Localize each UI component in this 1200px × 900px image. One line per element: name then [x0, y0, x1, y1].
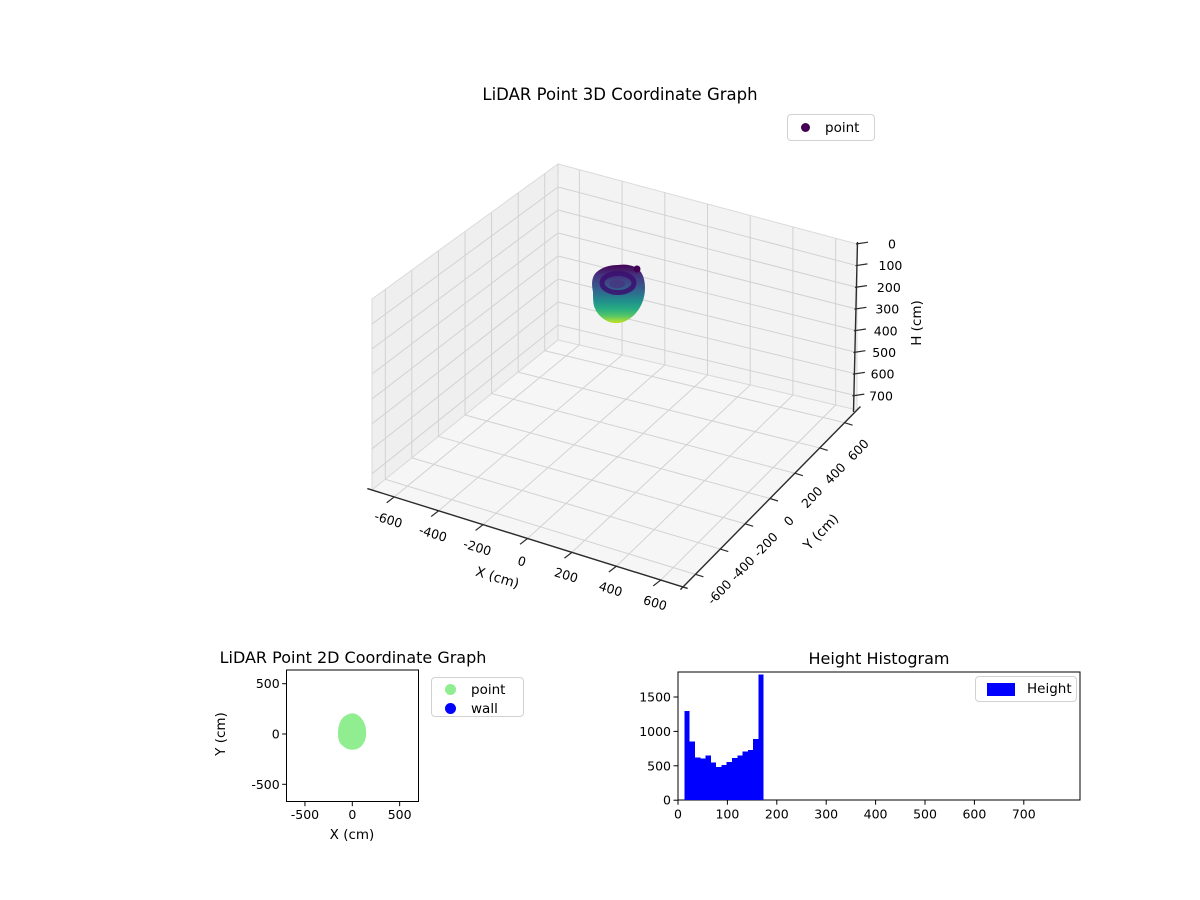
svg-text:200: 200 — [553, 564, 580, 585]
svg-text:600: 600 — [642, 592, 669, 613]
svg-text:500: 500 — [913, 807, 937, 822]
svg-text:600: 600 — [871, 367, 895, 382]
legend-entry-point: point — [788, 114, 859, 141]
plot2d-yaxis-label: Y (cm) — [213, 712, 229, 756]
plot3d-point-cloud — [592, 264, 645, 324]
svg-text:600: 600 — [962, 807, 986, 822]
svg-text:100: 100 — [879, 258, 903, 273]
svg-text:-400: -400 — [727, 553, 758, 584]
legend-label: Height — [1027, 681, 1072, 697]
svg-text:200: 200 — [798, 483, 825, 511]
plot2d-point-cloud — [338, 713, 367, 750]
histogram-title: Height Histogram — [808, 649, 950, 668]
svg-text:500: 500 — [256, 676, 280, 691]
legend-label: point — [471, 681, 506, 698]
svg-text:-400: -400 — [417, 522, 449, 545]
svg-text:200: 200 — [765, 807, 789, 822]
svg-text:300: 300 — [814, 807, 838, 822]
svg-text:300: 300 — [875, 302, 899, 317]
svg-text:-200: -200 — [750, 529, 781, 560]
plot2d-xaxis-label: X (cm) — [329, 827, 375, 843]
legend-label: wall — [471, 700, 498, 717]
plot2d-legend: point wall — [431, 677, 524, 717]
legend-label: point — [825, 119, 860, 136]
plot3d-title: LiDAR Point 3D Coordinate Graph — [482, 85, 758, 104]
svg-text:1000: 1000 — [639, 724, 671, 739]
point-marker-icon — [445, 684, 456, 695]
svg-text:0: 0 — [516, 553, 528, 570]
svg-text:0: 0 — [663, 793, 671, 808]
plot2d-title: LiDAR Point 2D Coordinate Graph — [219, 648, 487, 667]
histogram-legend: Height — [975, 676, 1077, 702]
svg-text:700: 700 — [869, 388, 893, 403]
svg-text:0: 0 — [272, 727, 280, 742]
svg-text:500: 500 — [647, 758, 671, 773]
svg-text:600: 600 — [845, 436, 872, 464]
svg-text:400: 400 — [597, 578, 624, 599]
legend-entry-wall: wall — [432, 699, 523, 718]
svg-text:400: 400 — [821, 460, 848, 488]
plot3d-legend: point — [787, 114, 875, 141]
svg-text:0: 0 — [674, 807, 682, 822]
svg-text:0: 0 — [781, 513, 797, 529]
plot3d-zaxis-label: H (cm) — [909, 300, 925, 346]
svg-text:500: 500 — [872, 345, 896, 360]
legend-entry-point: point — [432, 680, 523, 699]
svg-text:1500: 1500 — [639, 690, 671, 705]
plot2d: -500 0 500 -500 0 500 — [251, 669, 419, 822]
svg-text:200: 200 — [877, 280, 901, 295]
svg-text:100: 100 — [715, 807, 739, 822]
point-marker-icon — [801, 123, 810, 132]
svg-text:0: 0 — [888, 237, 896, 252]
svg-text:-600: -600 — [373, 508, 405, 531]
wall-marker-icon — [445, 703, 456, 714]
svg-text:500: 500 — [388, 807, 412, 822]
svg-text:0: 0 — [348, 807, 356, 822]
svg-text:-600: -600 — [704, 577, 735, 608]
height-patch-icon — [987, 682, 1015, 696]
plot3d — [367, 163, 869, 591]
svg-text:-500: -500 — [291, 807, 319, 822]
svg-text:-500: -500 — [251, 777, 279, 792]
svg-text:700: 700 — [1012, 807, 1036, 822]
svg-text:400: 400 — [874, 323, 898, 338]
svg-text:-200: -200 — [462, 536, 494, 559]
legend-entry-height: Height — [976, 676, 1072, 702]
svg-text:400: 400 — [864, 807, 888, 822]
histogram-bars — [684, 674, 764, 801]
